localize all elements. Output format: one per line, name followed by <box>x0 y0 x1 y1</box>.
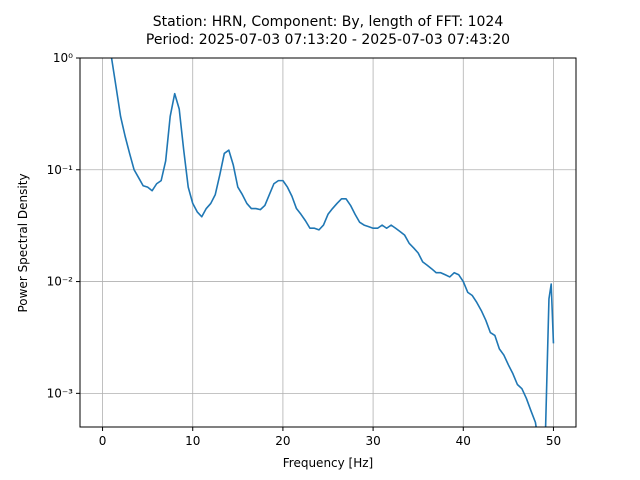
x-tick-label: 0 <box>99 434 107 448</box>
y-tick-label: 10⁻² <box>47 275 74 289</box>
axes-frame <box>79 57 577 428</box>
y-axis-label: Power Spectral Density <box>16 173 30 312</box>
x-tick-label: 40 <box>456 434 471 448</box>
x-tick-label: 30 <box>365 434 380 448</box>
y-tick-label: 10⁰ <box>53 51 73 65</box>
chart-title: Station: HRN, Component: By, length of F… <box>153 14 504 30</box>
data-line <box>110 58 555 427</box>
x-axis-label: Frequency [Hz] <box>283 456 374 470</box>
x-tick-label: 50 <box>546 434 561 448</box>
y-tick-label: 10⁻³ <box>47 386 74 400</box>
y-tick-label: 10⁻¹ <box>47 163 74 177</box>
x-tick-label: 20 <box>275 434 290 448</box>
chart-title: Period: 2025-07-03 07:13:20 - 2025-07-03… <box>146 32 510 48</box>
x-tick-label: 10 <box>185 434 200 448</box>
